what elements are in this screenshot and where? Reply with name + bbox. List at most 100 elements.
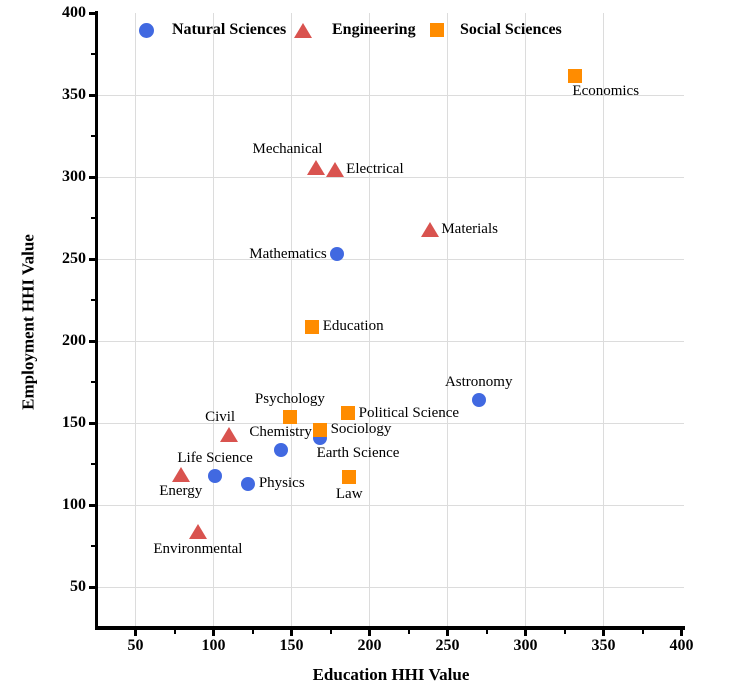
marker-mathematics — [329, 247, 344, 262]
y-tick-150 — [88, 422, 95, 425]
y-tick-label-150: 150 — [62, 414, 86, 432]
label-psychology: Psychology — [254, 390, 325, 407]
x-tick-label-50: 50 — [127, 637, 144, 654]
x-tick-50 — [134, 629, 137, 636]
y-tick-200 — [88, 340, 95, 343]
marker-materials — [421, 222, 440, 238]
marker-psychology — [282, 409, 297, 424]
x-tick-150 — [290, 629, 293, 636]
y-minor-tick-225 — [91, 299, 95, 302]
x-tick-label-250: 250 — [435, 637, 460, 654]
gridline-y-200 — [98, 340, 684, 342]
y-tick-label-250: 250 — [62, 250, 86, 268]
label-energy: Energy — [159, 483, 203, 500]
y-minor-tick-125 — [91, 463, 95, 466]
gridline-x-350 — [603, 13, 604, 626]
x-minor-tick-75 — [173, 629, 176, 634]
y-tick-label-50: 50 — [70, 578, 86, 596]
y-tick-250 — [88, 258, 95, 261]
gridline-x-300 — [525, 13, 526, 626]
x-tick-250 — [446, 629, 449, 636]
x-tick-200 — [368, 629, 371, 636]
x-tick-label-150: 150 — [279, 637, 304, 654]
label-law: Law — [335, 486, 363, 503]
y-tick-300 — [88, 176, 95, 179]
marker-physics — [240, 476, 255, 491]
legend-item-natural-sciences: Natural Sciences — [139, 22, 286, 38]
marker-life-science — [208, 468, 223, 483]
y-tick-50 — [88, 586, 95, 589]
marker-mechanical — [307, 159, 326, 175]
gridline-y-150 — [98, 422, 684, 424]
legend-item-engineering: Engineering — [294, 22, 416, 38]
gridline-y-350 — [98, 94, 684, 96]
label-physics: Physics — [258, 475, 305, 492]
x-minor-tick-375 — [641, 629, 644, 634]
marker-education — [304, 319, 319, 334]
marker-astronomy — [471, 393, 486, 408]
label-earth-science: Earth Science — [316, 445, 400, 462]
label-electrical: Electrical — [346, 160, 404, 177]
y-axis-title: Employment HHI Value — [18, 234, 38, 410]
x-tick-label-200: 200 — [357, 637, 382, 654]
legend-item-social-sciences: Social Sciences — [430, 22, 562, 38]
x-minor-tick-275 — [485, 629, 488, 634]
y-tick-label-350: 350 — [62, 86, 86, 104]
label-astronomy: Astronomy — [444, 374, 513, 391]
label-mathematics: Mathematics — [249, 245, 327, 262]
gridline-x-150 — [291, 13, 292, 626]
marker-political-science — [340, 406, 355, 421]
y-minor-tick-75 — [91, 545, 95, 548]
x-tick-400 — [680, 629, 683, 636]
marker-economics — [568, 68, 583, 83]
y-minor-tick-175 — [91, 381, 95, 384]
marker-sociology — [312, 422, 327, 437]
legend-label-natural-sciences: Natural Sciences — [172, 21, 287, 38]
x-axis-line — [95, 626, 685, 630]
y-tick-400 — [88, 12, 95, 15]
gridline-x-50 — [135, 13, 136, 626]
y-minor-tick-375 — [91, 53, 95, 56]
gridline-y-300 — [98, 176, 684, 178]
label-political-science: Political Science — [358, 404, 460, 421]
label-economics: Economics — [572, 82, 640, 99]
marker-electrical — [326, 161, 345, 177]
y-axis-line — [95, 11, 98, 630]
gridline-y-50 — [98, 586, 684, 588]
y-tick-label-300: 300 — [62, 168, 86, 186]
label-mechanical: Mechanical — [252, 141, 323, 158]
label-chemistry: Chemistry — [249, 423, 312, 440]
x-minor-tick-175 — [329, 629, 332, 634]
x-axis-title: Education HHI Value — [312, 665, 470, 684]
label-civil: Civil — [205, 408, 236, 425]
gridline-x-100 — [213, 13, 214, 626]
marker-chemistry — [273, 442, 288, 457]
x-minor-tick-325 — [563, 629, 566, 634]
y-tick-350 — [88, 94, 95, 97]
label-materials: Materials — [441, 221, 498, 238]
x-tick-label-400: 400 — [669, 637, 694, 654]
label-life-science: Life Science — [177, 449, 253, 466]
label-sociology: Sociology — [330, 421, 392, 438]
marker-law — [342, 470, 357, 485]
y-minor-tick-275 — [91, 217, 95, 220]
x-tick-label-100: 100 — [201, 637, 226, 654]
x-minor-tick-125 — [251, 629, 254, 634]
legend-label-engineering: Engineering — [332, 21, 416, 38]
x-tick-label-300: 300 — [513, 637, 538, 654]
y-tick-label-100: 100 — [62, 496, 86, 514]
plot-area: Mathematics Astronomy Chemistry Earth Scien… — [98, 13, 684, 626]
label-environmental: Environmental — [153, 540, 243, 557]
marker-environmental — [188, 524, 207, 540]
legend-square-icon — [430, 23, 444, 37]
gridline-y-100 — [98, 504, 684, 506]
x-minor-tick-225 — [407, 629, 410, 634]
label-education: Education — [322, 318, 384, 335]
y-minor-tick-325 — [91, 135, 95, 138]
legend-label-social-sciences: Social Sciences — [460, 21, 562, 38]
x-tick-100 — [212, 629, 215, 636]
gridline-x-200 — [369, 13, 370, 626]
y-tick-label-400: 400 — [62, 4, 86, 22]
marker-energy — [171, 466, 190, 482]
